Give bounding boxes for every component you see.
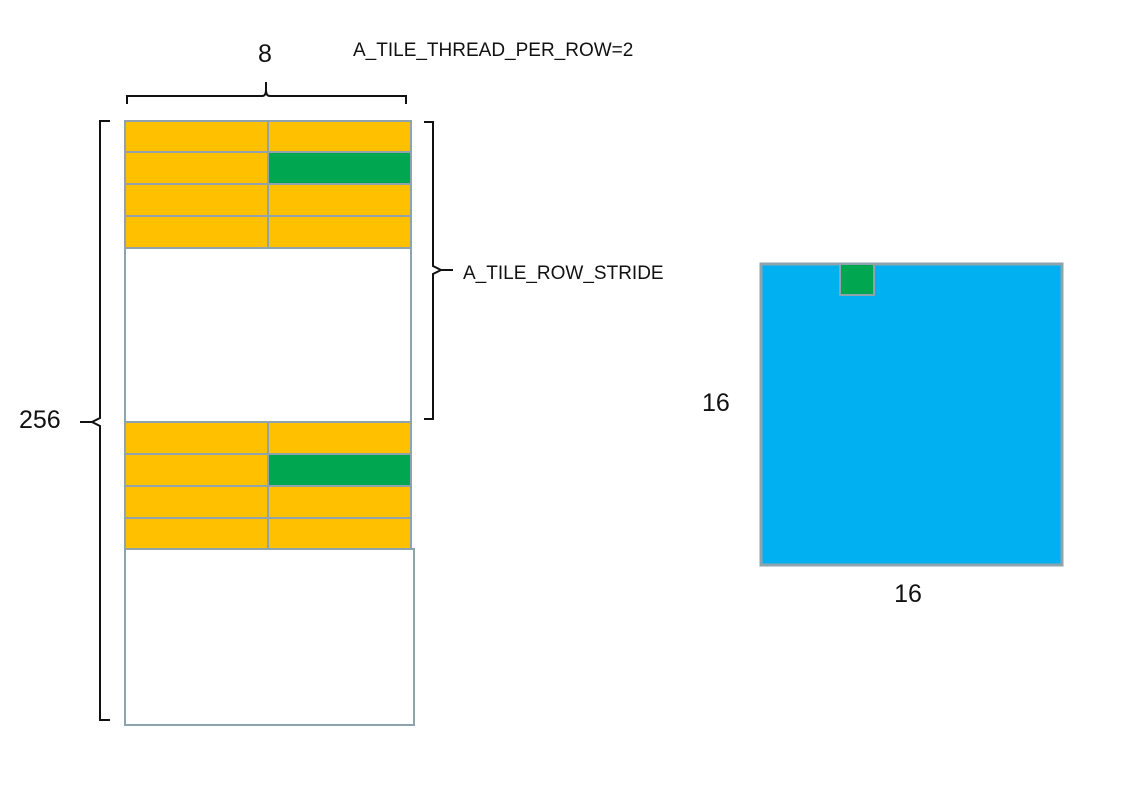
tile-cell [267, 183, 412, 217]
highlighted-tile-cell [267, 453, 412, 487]
tile-cell [267, 215, 412, 249]
tile-cell [124, 151, 269, 185]
tile-cell [124, 421, 269, 455]
tile-cell [267, 421, 412, 455]
tile-empty-region [124, 548, 415, 726]
tile-cell [124, 453, 269, 487]
tile-cell [124, 183, 269, 217]
tile-cell [124, 215, 269, 249]
tile-cell [267, 517, 412, 550]
highlighted-thread-cell [839, 263, 875, 296]
tile-cell [124, 517, 269, 550]
tile-empty-region [124, 247, 412, 423]
row-stride-brace [424, 121, 444, 420]
highlighted-tile-cell [267, 151, 412, 185]
width-brace [126, 82, 407, 104]
tile-cell [124, 120, 269, 153]
tile-group-2 [124, 421, 412, 550]
height-brace [89, 120, 110, 721]
tile-cell [267, 120, 412, 153]
block-side-label-bottom: 16 [894, 580, 922, 608]
height-count-label: 256 [19, 406, 61, 434]
thread-block [759, 262, 1064, 567]
tile-cell [267, 485, 412, 519]
block-side-label-left: 16 [702, 389, 730, 417]
row-stride-label: A_TILE_ROW_STRIDE [463, 263, 664, 284]
width-count-label: 8 [258, 40, 272, 68]
tile-group-1 [124, 120, 412, 249]
tile-cell [124, 485, 269, 519]
threads-per-row-label: A_TILE_THREAD_PER_ROW=2 [353, 40, 633, 61]
